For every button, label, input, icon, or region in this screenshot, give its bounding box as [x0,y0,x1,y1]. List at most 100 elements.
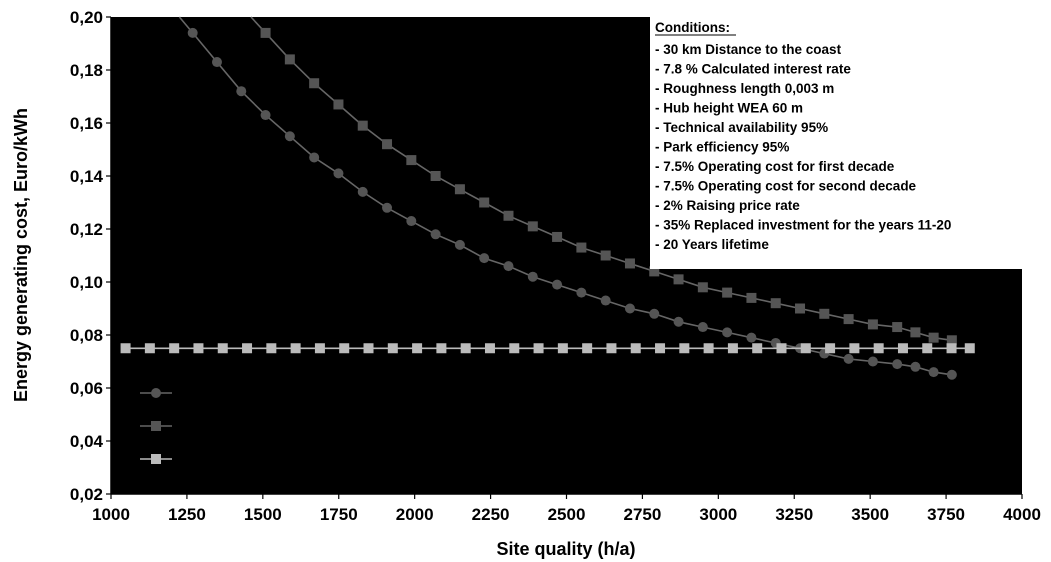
data-point [333,168,344,179]
data-point [217,343,228,354]
data-point [387,343,398,354]
condition-line: - Hub height WEA 60 m [655,101,803,116]
data-point [503,261,514,272]
condition-line: - 35% Replaced investment for the years … [655,218,951,233]
data-point [600,295,611,306]
data-point [454,239,465,250]
data-point [624,303,635,314]
data-point [382,202,393,213]
data-point [703,343,714,354]
data-point [819,308,830,319]
data-point [892,359,903,370]
data-point [800,343,811,354]
x-tick-label: 2750 [624,505,662,524]
data-point [552,231,563,242]
x-tick-label: 2500 [548,505,586,524]
data-point [928,367,939,378]
data-point [479,197,490,208]
data-point [606,343,617,354]
x-tick-label: 3250 [775,505,813,524]
data-point [333,99,344,110]
data-point [946,369,957,380]
data-point [357,186,368,197]
data-point [655,343,666,354]
data-point [382,139,393,150]
condition-line: - Park efficiency 95% [655,140,789,155]
data-point [964,343,975,354]
data-point [946,335,957,346]
data-point [727,343,738,354]
data-point [892,322,903,333]
y-tick-label: 0,14 [70,167,104,186]
series-3 [120,343,975,354]
data-point [557,343,568,354]
y-tick-label: 0,08 [70,326,103,345]
series-1-line [178,16,953,376]
data-point [897,343,908,354]
legend-marker [151,454,161,464]
data-point [187,27,198,38]
data-point [673,274,684,285]
data-point [722,327,733,338]
conditions-box-background [650,17,1022,269]
y-axis-title: Energy generating cost, Euro/kWh [11,108,31,402]
data-point [284,131,295,142]
data-point [576,242,587,253]
data-point [120,343,131,354]
legend-entry-3 [140,454,172,464]
x-axis-title: Site quality (h/a) [496,539,635,559]
data-point [770,298,781,309]
data-point [527,271,538,282]
x-tick-label: 1500 [244,505,282,524]
data-point [630,343,641,354]
data-point [533,343,544,354]
data-point [928,332,939,343]
data-point [406,155,417,166]
data-point [406,216,417,227]
x-tick-label: 3750 [927,505,965,524]
data-point [649,308,660,319]
x-tick-label: 2250 [472,505,510,524]
data-point [309,152,320,163]
data-point [673,316,684,327]
x-tick-label: 1250 [168,505,206,524]
y-tick-label: 0,12 [70,220,103,239]
legend-marker [151,388,161,398]
data-point [509,343,520,354]
data-point [624,258,635,269]
data-point [527,221,538,232]
data-point [843,353,854,364]
ticks-layer: 1000 1250 1500 1750 2000 2250 2500 2750 3000 3250… [70,8,1041,524]
data-point [266,343,277,354]
y-tick-label: 0,02 [70,485,103,504]
data-point [649,266,660,277]
data-point [503,210,514,221]
data-point [193,343,204,354]
condition-line: - 30 km Distance to the coast [655,42,842,57]
conditions-title: Conditions: [655,20,730,35]
y-tick-label: 0,04 [70,432,104,451]
data-point [867,319,878,330]
condition-line: - Roughness length 0,003 m [655,81,834,96]
data-point [436,343,447,354]
legend [140,388,172,464]
legend-entry-2 [140,421,172,431]
data-point [314,343,325,354]
data-point [576,287,587,298]
condition-line: - 2% Raising price rate [655,198,800,213]
data-point [260,27,271,38]
data-point [922,343,933,354]
y-tick-label: 0,18 [70,61,103,80]
data-point [776,343,787,354]
condition-line: - 7.5% Operating cost for first decade [655,159,895,174]
data-point [795,303,806,314]
data-point [752,343,763,354]
x-tick-label: 2000 [396,505,434,524]
y-tick-label: 0,10 [70,273,103,292]
series-layer [120,16,975,380]
series-1 [178,16,957,380]
conditions-box: Conditions: - 30 km Distance to the coas… [650,17,1022,269]
y-tick-label: 0,20 [70,8,103,27]
condition-line: - 7.5% Operating cost for second decade [655,179,917,194]
data-point [910,327,921,338]
